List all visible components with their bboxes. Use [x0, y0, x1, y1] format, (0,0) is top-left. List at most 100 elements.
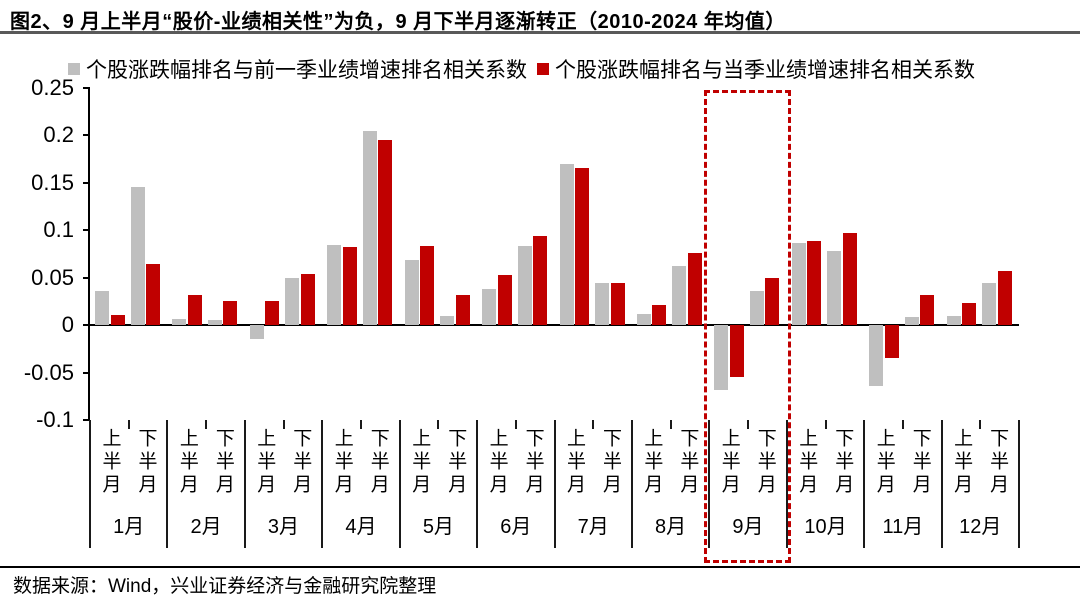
half-month-label: 下半月	[135, 428, 157, 497]
bar-prev-quarter	[827, 251, 842, 326]
month-label: 10月	[804, 516, 847, 538]
bar-current-quarter	[497, 274, 512, 326]
half-month-tick	[360, 420, 362, 429]
zero-line	[90, 324, 1019, 327]
bar-prev-quarter	[749, 291, 764, 326]
bar-current-quarter	[884, 325, 899, 359]
half-month-tick	[127, 420, 130, 429]
half-month-tick	[669, 420, 672, 429]
bar-current-quarter	[687, 253, 702, 326]
half-month-tick	[824, 420, 827, 429]
bar-current-quarter	[610, 282, 625, 326]
bar-prev-quarter	[714, 325, 729, 390]
highlight-box-september	[704, 90, 791, 563]
half-month-label: 上半月	[564, 428, 585, 497]
half-month-tick	[205, 420, 208, 429]
bar-prev-quarter	[440, 315, 455, 326]
half-month-label: 上半月	[409, 428, 431, 497]
bar-current-quarter	[575, 167, 589, 326]
y-axis-tick-mark	[83, 371, 90, 374]
half-month-tick	[437, 420, 440, 429]
bar-prev-quarter	[482, 289, 497, 326]
month-separator	[89, 420, 91, 548]
y-axis-tick-mark	[83, 419, 90, 421]
bar-current-quarter	[765, 277, 780, 326]
legend-entry-current-quarter: 个股涨跌幅排名与当季业绩增速排名相关系数	[537, 54, 975, 84]
month-label: 11月	[882, 516, 924, 538]
data-source-note: 数据来源：Wind，兴业证券经济与金融研究院整理	[13, 576, 437, 597]
month-separator	[863, 420, 866, 548]
month-label: 1月	[113, 516, 145, 538]
half-month-label: 下半月	[677, 428, 699, 497]
bar-prev-quarter	[362, 130, 377, 326]
y-axis-tick-label: -0.05	[23, 359, 74, 385]
footer-divider	[0, 566, 1080, 568]
month-separator	[708, 420, 711, 548]
bar-current-quarter	[378, 140, 393, 326]
y-axis-tick-mark	[83, 181, 90, 184]
bar-prev-quarter	[791, 242, 806, 326]
legend-swatch-gray	[68, 63, 80, 75]
half-month-label: 下半月	[445, 428, 467, 497]
y-axis-tick-label: 0.25	[31, 75, 74, 100]
bar-current-quarter	[997, 271, 1012, 326]
y-axis-tick-label: 0.2	[43, 122, 74, 148]
bar-prev-quarter	[517, 245, 532, 326]
half-month-tick	[747, 420, 749, 429]
bar-current-quarter	[420, 245, 435, 326]
half-month-label: 下半月	[600, 428, 621, 497]
y-axis-tick-label: 0.1	[43, 217, 74, 243]
half-month-label: 下半月	[367, 428, 389, 497]
half-month-label: 上半月	[254, 428, 276, 497]
bar-prev-quarter	[130, 186, 145, 326]
month-label: 9月	[732, 516, 764, 538]
month-separator	[166, 420, 169, 548]
half-month-label: 上半月	[99, 428, 121, 497]
bar-current-quarter	[807, 240, 822, 326]
half-month-label: 下半月	[290, 428, 312, 497]
bar-current-quarter	[342, 247, 357, 326]
bar-prev-quarter	[946, 315, 961, 326]
month-label: 12月	[959, 516, 1002, 538]
bar-current-quarter	[223, 300, 238, 326]
bar-prev-quarter	[904, 316, 919, 326]
half-month-label: 上半月	[331, 428, 353, 497]
bar-current-quarter	[729, 325, 744, 378]
half-month-label: 下半月	[754, 428, 776, 497]
y-axis-tick-label: -0.1	[36, 407, 74, 432]
bar-current-quarter	[533, 236, 548, 326]
legend-entry-prev-quarter: 个股涨跌幅排名与前一季业绩增速排名相关系数	[68, 54, 527, 84]
month-separator	[785, 420, 788, 548]
title-divider	[0, 31, 1080, 34]
half-month-label: 下半月	[909, 428, 931, 497]
legend: 个股涨跌幅排名与前一季业绩增速排名相关系数 个股涨跌幅排名与当季业绩增速排名相关…	[68, 54, 975, 84]
half-month-tick	[514, 420, 517, 429]
bar-prev-quarter	[249, 325, 264, 340]
y-axis-tick-label: 0.15	[31, 169, 74, 195]
bar-current-quarter	[920, 294, 935, 326]
month-separator	[398, 420, 401, 548]
month-label: 4月	[345, 516, 377, 538]
half-month-label: 上半月	[796, 428, 818, 497]
month-separator	[476, 420, 479, 548]
bar-prev-quarter	[95, 291, 109, 326]
bar-prev-quarter	[982, 282, 997, 326]
legend-label-prev-quarter: 个股涨跌幅排名与前一季业绩增速排名相关系数	[86, 59, 527, 82]
y-axis-tick-mark	[83, 276, 90, 279]
bar-prev-quarter	[595, 283, 609, 326]
half-month-tick	[901, 420, 904, 429]
bar-prev-quarter	[285, 277, 300, 326]
half-month-label: 上半月	[641, 428, 663, 497]
bar-prev-quarter	[404, 259, 419, 326]
bar-prev-quarter	[327, 244, 342, 326]
month-separator	[1018, 420, 1020, 548]
half-month-label: 上半月	[176, 428, 198, 497]
half-month-label: 上半月	[951, 428, 973, 497]
bar-current-quarter	[146, 263, 160, 326]
month-label: 7月	[577, 516, 609, 538]
bar-current-quarter	[187, 294, 202, 326]
legend-label-current-quarter: 个股涨跌幅排名与当季业绩增速排名相关系数	[555, 59, 975, 82]
month-separator	[321, 420, 324, 548]
bar-current-quarter	[962, 303, 977, 326]
